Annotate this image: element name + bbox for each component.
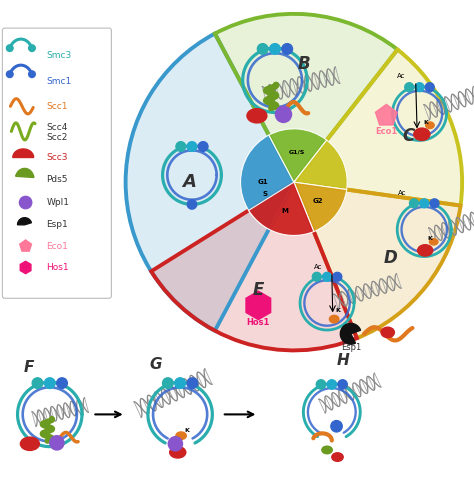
Polygon shape [13, 149, 34, 158]
Wedge shape [241, 135, 294, 229]
Ellipse shape [329, 315, 339, 323]
Text: S: S [263, 191, 268, 197]
Text: Pds5: Pds5 [46, 175, 68, 184]
Text: Eco1: Eco1 [46, 242, 68, 250]
Circle shape [32, 378, 43, 389]
Text: G1/S: G1/S [288, 149, 305, 154]
Ellipse shape [426, 122, 434, 129]
Text: Scc3: Scc3 [46, 153, 68, 162]
Polygon shape [375, 104, 397, 125]
Circle shape [57, 378, 67, 389]
Circle shape [19, 196, 32, 209]
Ellipse shape [418, 245, 433, 256]
Wedge shape [294, 50, 462, 206]
Text: Hos1: Hos1 [246, 318, 270, 328]
Wedge shape [151, 182, 357, 350]
Text: E: E [253, 281, 264, 299]
Text: Smc1: Smc1 [46, 77, 72, 85]
Text: Ac: Ac [398, 190, 407, 196]
Text: K: K [336, 308, 340, 313]
Wedge shape [126, 34, 294, 331]
Ellipse shape [429, 239, 438, 245]
Text: A: A [182, 173, 197, 191]
Wedge shape [294, 140, 347, 189]
Ellipse shape [170, 447, 186, 458]
Text: B: B [298, 55, 310, 73]
Circle shape [327, 380, 337, 389]
Text: C: C [402, 127, 414, 145]
Circle shape [175, 378, 185, 389]
Text: Eco1: Eco1 [375, 127, 397, 136]
Circle shape [50, 436, 64, 450]
FancyBboxPatch shape [2, 28, 111, 298]
Circle shape [410, 199, 419, 208]
Circle shape [168, 437, 182, 451]
Circle shape [176, 142, 186, 152]
Text: G: G [149, 357, 162, 372]
Wedge shape [249, 182, 314, 236]
Text: G1: G1 [258, 179, 268, 185]
Circle shape [333, 272, 342, 281]
Circle shape [312, 272, 321, 281]
Wedge shape [215, 14, 398, 182]
Circle shape [420, 199, 428, 208]
Wedge shape [294, 182, 346, 232]
Ellipse shape [176, 432, 186, 439]
Text: Ac: Ac [397, 73, 405, 79]
Circle shape [28, 45, 35, 52]
Circle shape [187, 142, 197, 152]
Text: Wpl1: Wpl1 [46, 198, 70, 207]
Circle shape [316, 380, 326, 389]
Polygon shape [340, 324, 361, 344]
Ellipse shape [20, 437, 39, 450]
Circle shape [7, 45, 13, 52]
Text: K: K [185, 428, 190, 433]
Polygon shape [246, 291, 271, 320]
Polygon shape [16, 168, 34, 177]
Text: Esp1: Esp1 [341, 343, 361, 352]
Text: Ac: Ac [314, 264, 322, 270]
Text: Smc3: Smc3 [46, 51, 72, 60]
Polygon shape [20, 261, 31, 274]
Text: Esp1: Esp1 [46, 220, 68, 229]
Circle shape [415, 83, 424, 91]
Circle shape [425, 83, 434, 91]
Text: Scc1: Scc1 [46, 102, 68, 111]
Text: Hos1: Hos1 [46, 263, 69, 272]
Text: Scc4: Scc4 [46, 123, 68, 132]
Text: M: M [281, 208, 288, 214]
Text: F: F [24, 360, 34, 375]
Wedge shape [269, 129, 327, 182]
Circle shape [430, 199, 439, 208]
Wedge shape [294, 182, 461, 338]
Circle shape [45, 378, 55, 389]
Circle shape [275, 106, 292, 122]
Text: K: K [423, 120, 428, 125]
Circle shape [198, 142, 208, 152]
Ellipse shape [381, 327, 394, 337]
Circle shape [28, 71, 35, 78]
Circle shape [323, 272, 331, 281]
Circle shape [282, 44, 292, 54]
Circle shape [405, 83, 414, 91]
Text: G2: G2 [313, 198, 323, 204]
Text: Scc2: Scc2 [46, 133, 68, 142]
Text: K: K [427, 236, 432, 241]
Circle shape [270, 44, 280, 54]
Circle shape [163, 378, 173, 389]
Circle shape [331, 420, 342, 432]
Ellipse shape [322, 446, 332, 454]
Polygon shape [18, 218, 31, 225]
Ellipse shape [332, 453, 343, 461]
Circle shape [187, 378, 198, 389]
Text: H: H [337, 353, 349, 368]
Circle shape [257, 44, 268, 54]
Circle shape [338, 380, 347, 389]
Circle shape [187, 200, 197, 209]
Circle shape [7, 71, 13, 78]
Text: D: D [384, 249, 398, 267]
Polygon shape [20, 240, 31, 251]
Ellipse shape [414, 128, 430, 141]
Ellipse shape [247, 109, 267, 123]
